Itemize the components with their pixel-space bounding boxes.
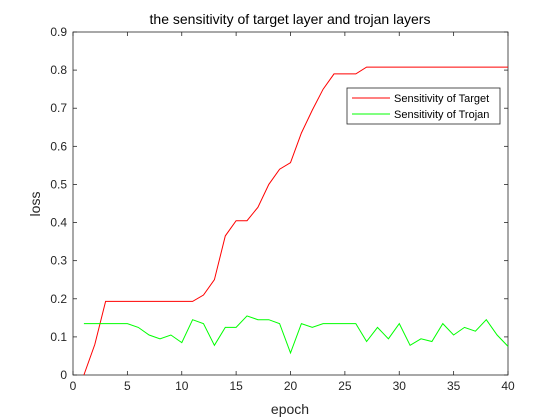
legend-label-trojan: Sensitivity of Trojan — [394, 109, 489, 121]
y-tick-label: 0.5 — [50, 177, 67, 191]
y-tick-label: 0.8 — [50, 63, 67, 77]
series-line-target — [83, 66, 508, 376]
y-tick-label: 0.1 — [50, 330, 67, 344]
y-axis-title: loss — [27, 192, 43, 217]
x-tick-label: 0 — [70, 379, 77, 393]
y-tick-label: 0.3 — [50, 254, 67, 268]
legend-label-target: Sensitivity of Target — [394, 93, 489, 105]
x-tick-label: 20 — [284, 379, 298, 393]
y-tick-label: 0.4 — [50, 216, 67, 230]
x-axis-title: epoch — [271, 401, 309, 417]
x-tick-label: 40 — [501, 379, 515, 393]
y-tick-label: 0.9 — [50, 25, 67, 39]
y-tick-label: 0.2 — [50, 292, 67, 306]
y-tick-label: 0.7 — [50, 101, 67, 115]
x-tick-label: 5 — [124, 379, 131, 393]
chart-title: the sensitivity of target layer and troj… — [150, 11, 431, 27]
plot-area: 0 5 10 15 20 25 30 35 40 0 0.1 0.2 0.3 0.4 0.5 0.6 0.7 0.… — [50, 25, 515, 393]
y-tick-label: 0 — [60, 368, 67, 382]
x-tick-label: 25 — [338, 379, 352, 393]
x-tick-label: 10 — [175, 379, 189, 393]
series-line-trojan — [83, 315, 509, 355]
x-tick-label: 15 — [229, 379, 243, 393]
y-tick-label: 0.6 — [50, 139, 67, 153]
x-tick-label: 30 — [393, 379, 407, 393]
legend-box — [346, 87, 501, 125]
x-tick-label: 35 — [447, 379, 461, 393]
